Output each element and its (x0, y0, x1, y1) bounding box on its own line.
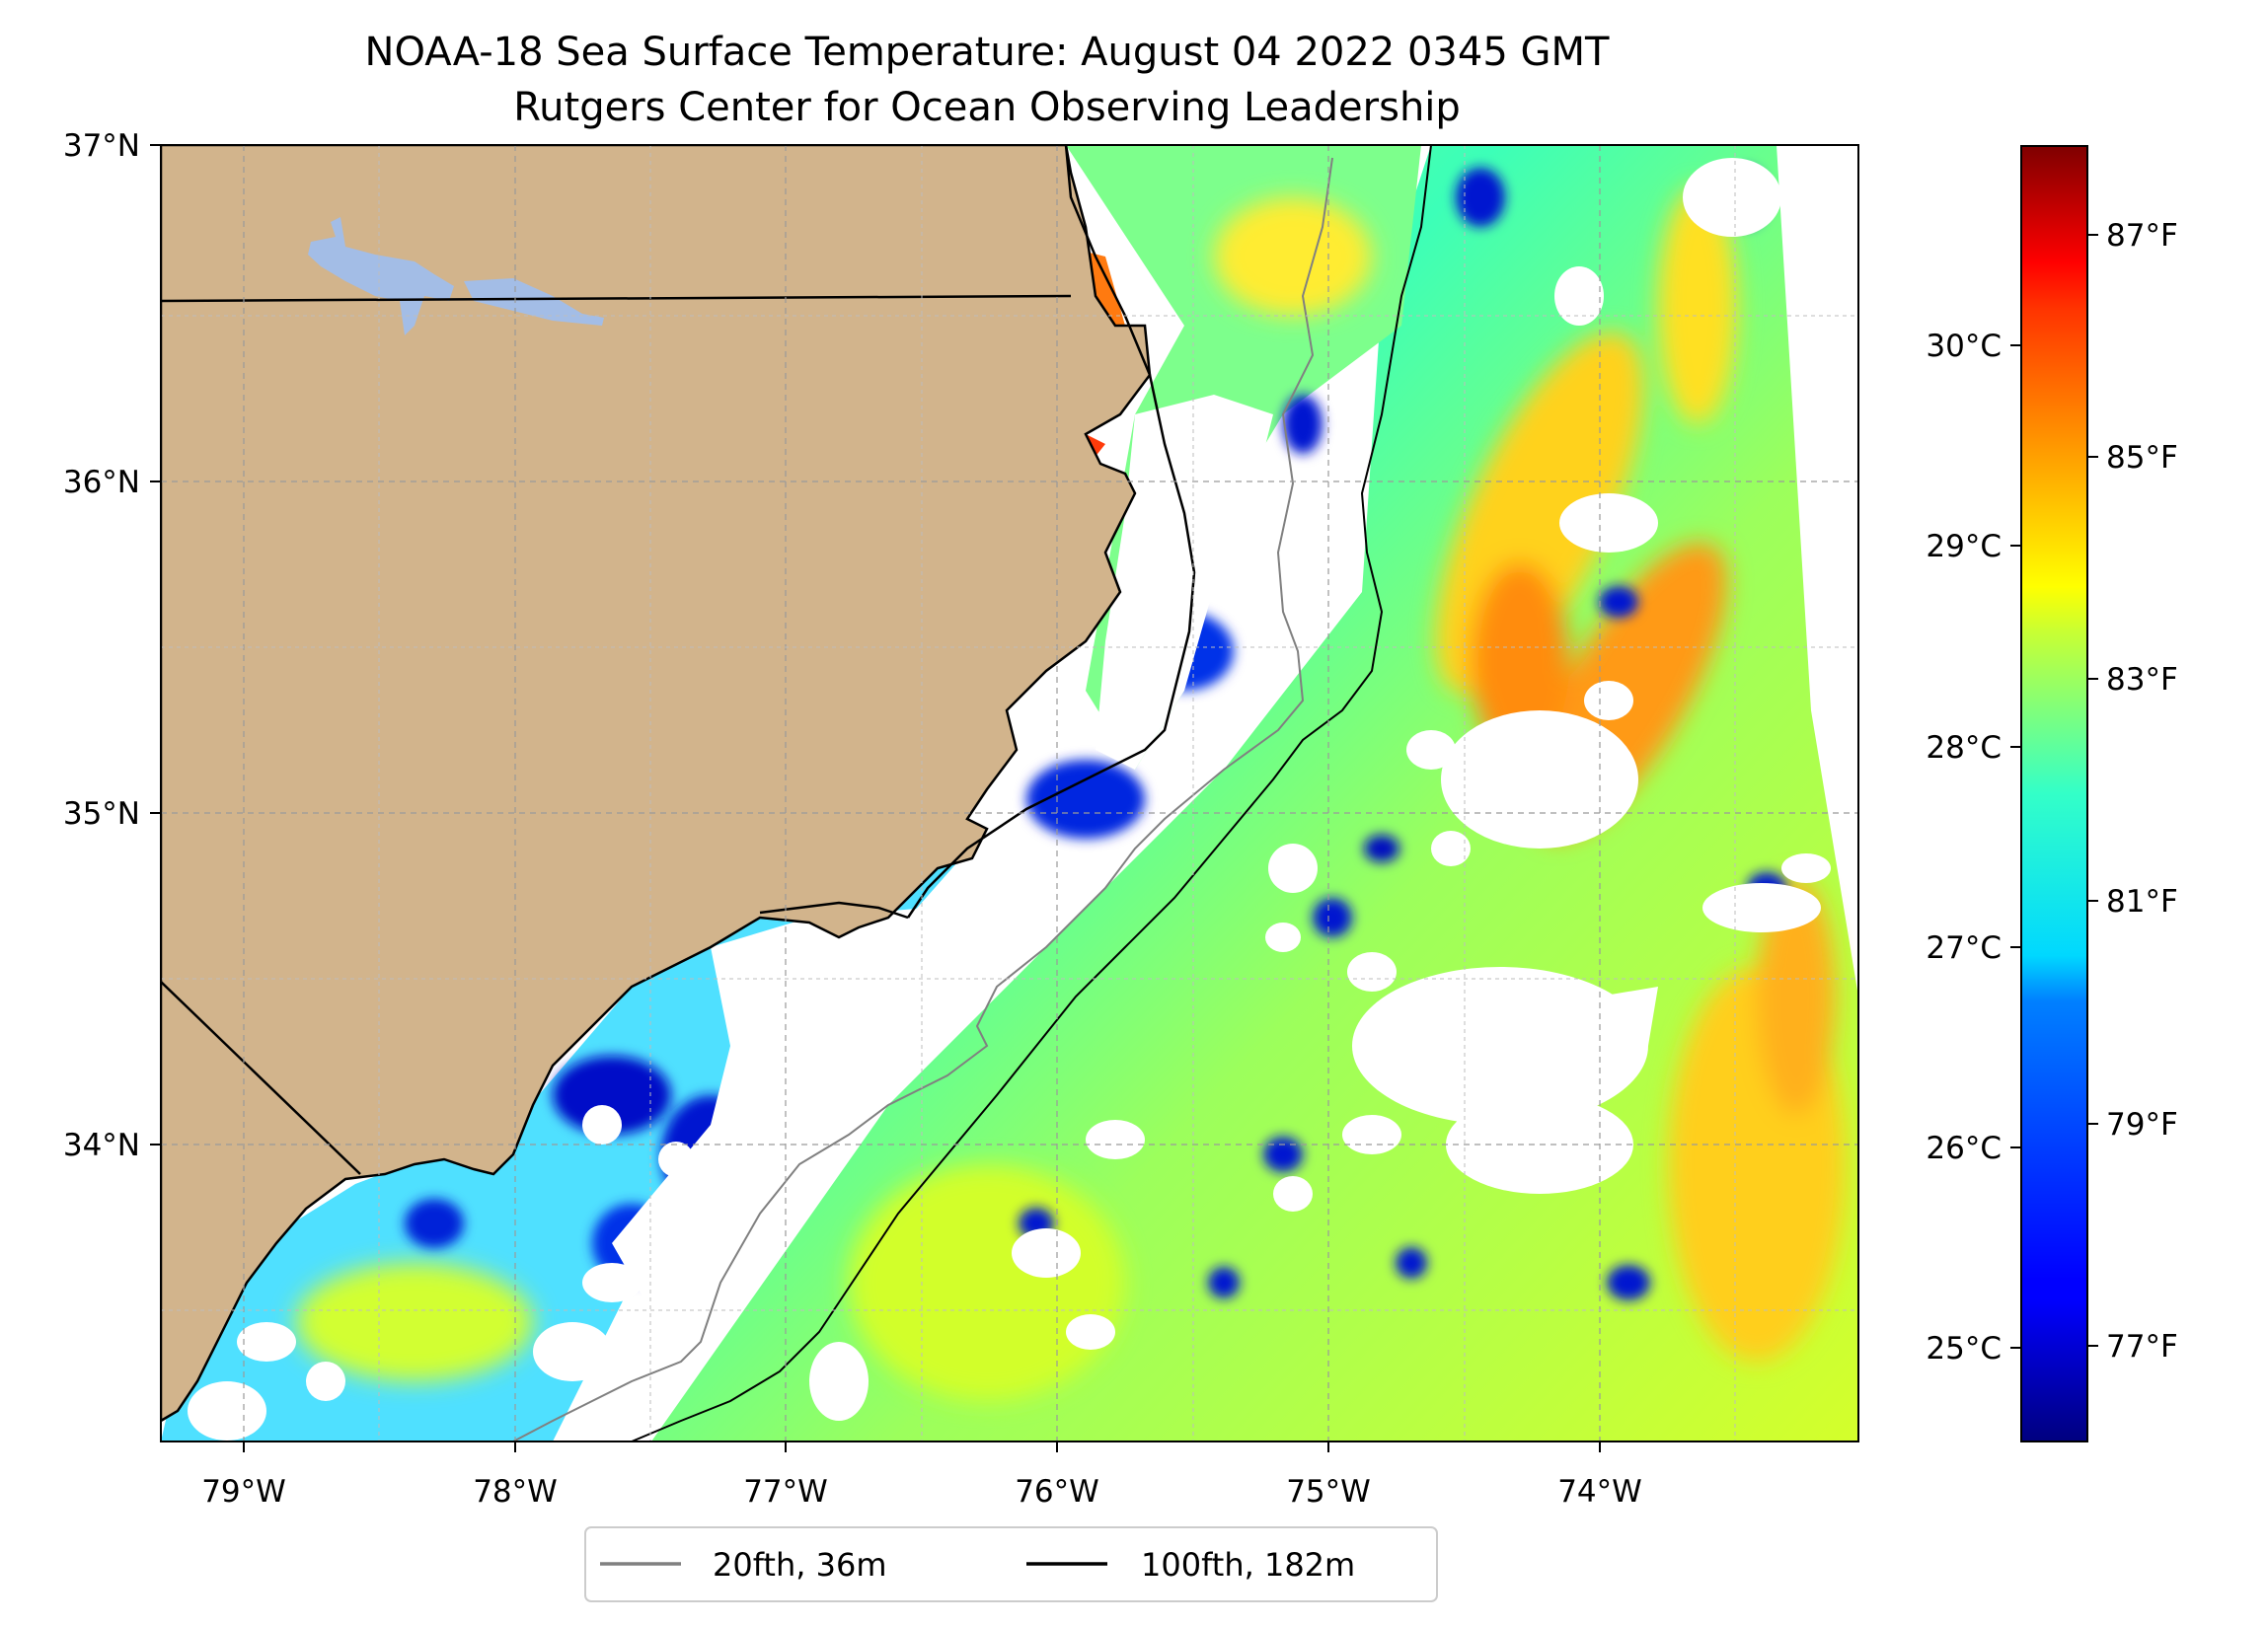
lon-tick-label: 74°W (1557, 1474, 1642, 1510)
legend: 20fth, 36m 100fth, 182m (584, 1526, 1438, 1602)
colorbar-celsius-label: 28°C (1926, 730, 2002, 766)
legend-label-100fth: 100fth, 182m (1141, 1546, 1355, 1584)
land-mass (161, 145, 1152, 1423)
lon-tick-label: 79°W (201, 1474, 286, 1510)
colorbar-fahrenheit-label: 87°F (2106, 218, 2178, 254)
colorbar-fahrenheit-label: 77°F (2106, 1329, 2178, 1365)
lat-tick-label: 35°N (63, 796, 140, 832)
lon-tick-label: 76°W (1015, 1474, 1099, 1510)
lat-tick-labels: 37°N 36°N 35°N 34°N (63, 128, 140, 1163)
political-borders (161, 294, 1072, 1175)
axis-ticks (150, 144, 1601, 1452)
lat-tick-label: 34°N (63, 1128, 140, 1163)
title-line-2: Rutgers Center for Ocean Observing Leade… (513, 85, 1461, 130)
colorbar-fahrenheit-label: 83°F (2106, 662, 2178, 698)
land (161, 145, 1196, 1423)
lon-tick-labels: 79°W 78°W 77°W 76°W 75°W 74°W (201, 1474, 1642, 1510)
colorbar-celsius-label: 25°C (1926, 1331, 2002, 1367)
contour-100fth (631, 145, 1432, 1441)
lake (308, 217, 604, 335)
map-frame (160, 144, 1859, 1442)
colorbar-fahrenheit-label: 81°F (2106, 884, 2178, 920)
colorbar-gradient (2020, 145, 2088, 1442)
title-line-1: NOAA-18 Sea Surface Temperature: August … (365, 30, 1610, 75)
colorbar-celsius-label: 29°C (1926, 529, 2002, 564)
colorbar-fahrenheit-label: 79°F (2106, 1107, 2178, 1143)
colorbar-fahrenheit-label: 85°F (2106, 440, 2178, 476)
lon-tick-label: 75°W (1286, 1474, 1371, 1510)
colorbar-celsius-label: 26°C (1926, 1131, 2002, 1166)
map-minor-grid (161, 145, 1858, 1441)
bathymetry-contours (512, 145, 1432, 1441)
map-area (161, 145, 1858, 1441)
colorbar-celsius-label: 27°C (1926, 930, 2002, 966)
lon-tick-label: 77°W (743, 1474, 828, 1510)
nc-sc-border (161, 981, 361, 1175)
lon-tick-label: 78°W (473, 1474, 558, 1510)
sst-field (161, 145, 1858, 1441)
colorbar: 30°C 29°C 28°C 27°C 26°C 25°C 87°F 85°F … (1926, 145, 2178, 1442)
lat-tick-label: 36°N (63, 465, 140, 500)
lat-tick-label: 37°N (63, 128, 140, 164)
contour-20fth (512, 157, 1333, 1441)
legend-label-20fth: 20fth, 36m (713, 1546, 886, 1584)
map-grid (161, 145, 1858, 1441)
colorbar-celsius-label: 30°C (1926, 329, 2002, 364)
va-nc-border (161, 294, 1072, 303)
legend-box (584, 1526, 1438, 1602)
